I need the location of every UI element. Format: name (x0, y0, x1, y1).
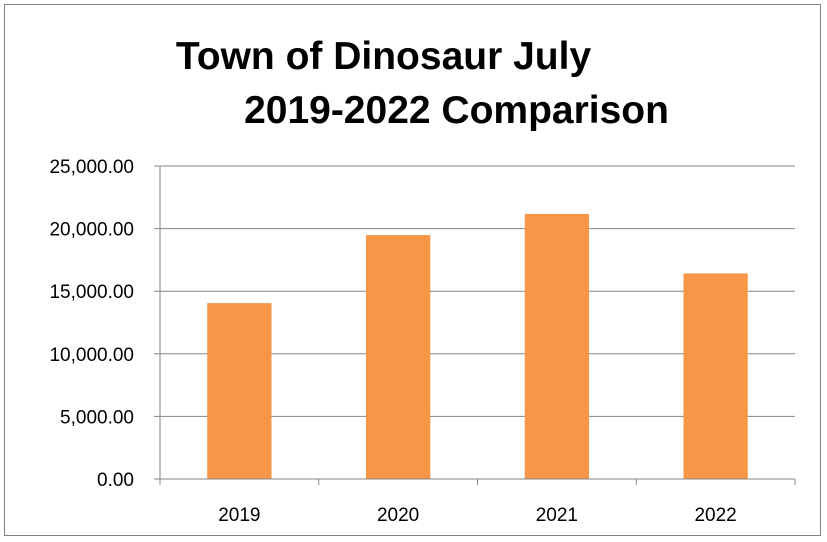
y-tick-label: 0.00 (97, 470, 134, 491)
y-tick-label: 15,000.00 (49, 282, 134, 303)
chart-title-line-2: 2019-2022 Comparison (244, 89, 669, 132)
axes (154, 165, 796, 485)
y-tick-label: 20,000.00 (49, 220, 134, 241)
x-tick-label: 2019 (218, 505, 260, 526)
y-tick-label: 10,000.00 (49, 345, 134, 366)
bar-2019 (207, 303, 272, 479)
x-axis-tick-labels: 2019 2020 2021 2022 (218, 505, 737, 526)
bar-2021 (524, 213, 590, 479)
y-axis-tick-labels: 0.00 5,000.00 10,000.00 15,000.00 20,000.00 2… (49, 157, 134, 491)
chart-title-line-1: Town of Dinosaur July (175, 35, 592, 78)
bars (207, 213, 748, 479)
x-tick-label: 2021 (536, 505, 578, 526)
x-tick-label: 2022 (694, 505, 736, 526)
bar-2020 (365, 235, 431, 479)
y-tick-label: 25,000.00 (49, 157, 134, 178)
chart-title: Town of Dinosaur July 2019-2022 Comparis… (0, 30, 827, 138)
y-tick-label: 5,000.00 (60, 407, 134, 428)
bar-2022 (683, 273, 748, 479)
x-tick-label: 2020 (377, 505, 419, 526)
